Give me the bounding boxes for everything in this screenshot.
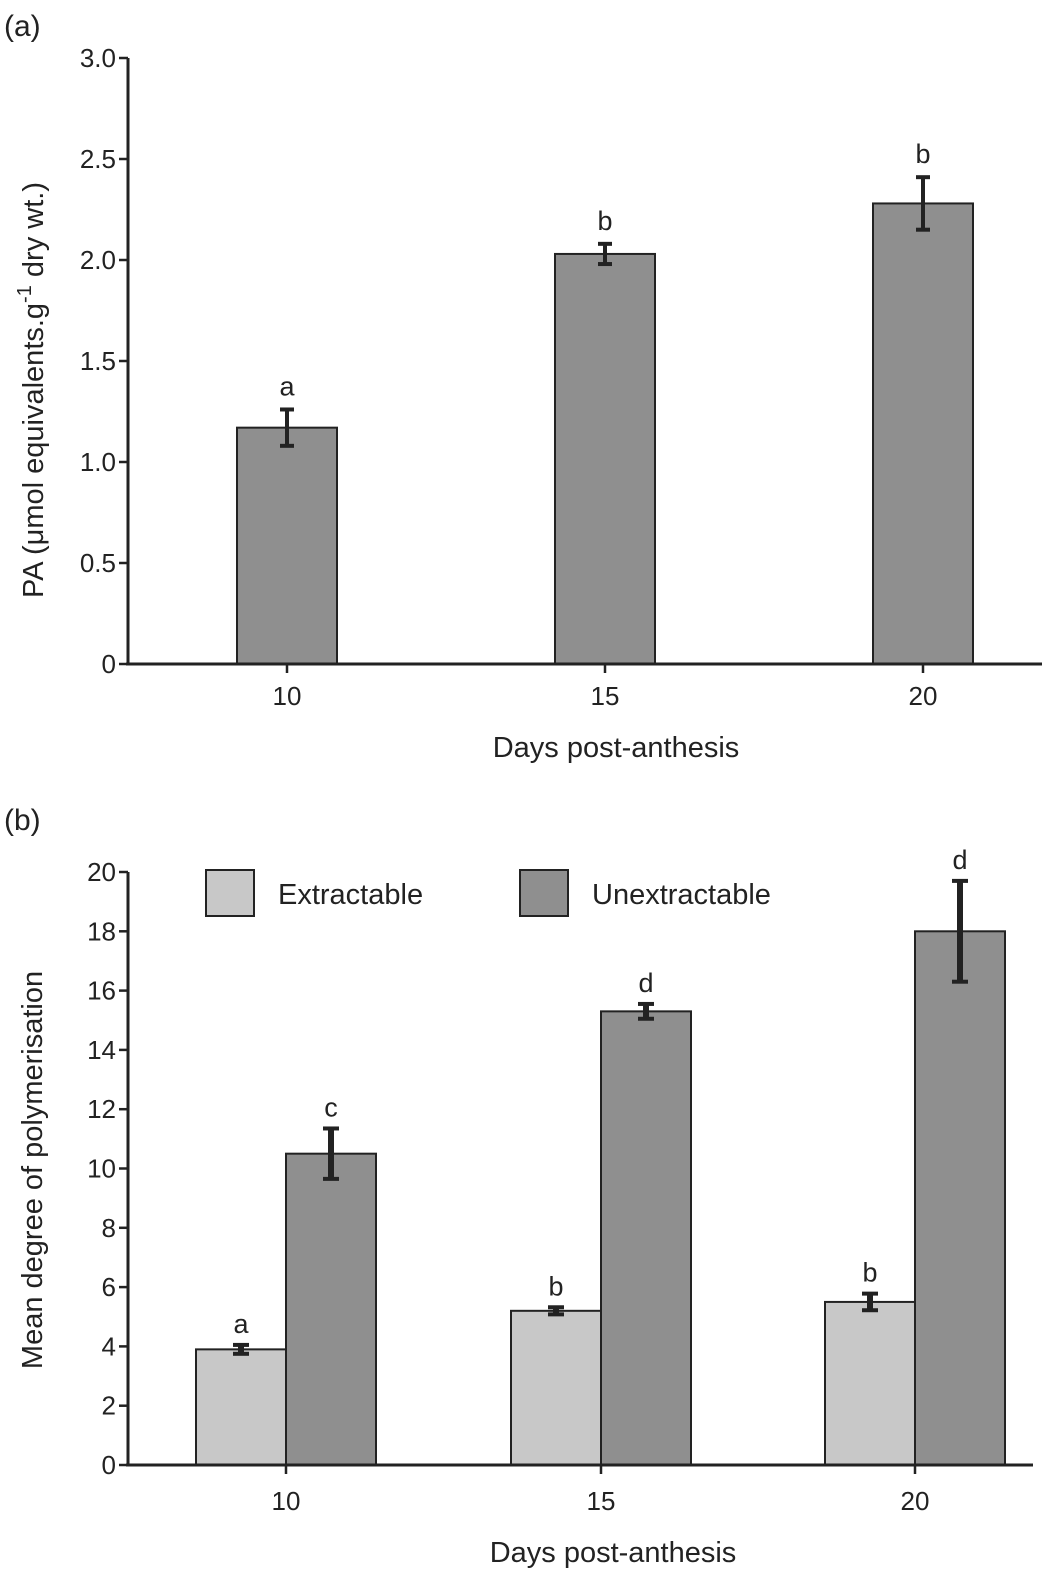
significance-letter: b [597, 206, 612, 236]
x-tick-label: 20 [909, 681, 938, 711]
y-tick-label: 18 [87, 916, 116, 946]
y-tick-label: 12 [87, 1094, 116, 1124]
bar [914, 930, 1006, 1466]
legend-label-extractable: Extractable [278, 879, 423, 911]
y-tick-label: 10 [87, 1154, 116, 1184]
significance-letter: b [548, 1271, 563, 1301]
bar [236, 426, 338, 665]
bar [600, 1010, 692, 1466]
bar [824, 1300, 916, 1467]
x-tick-label: 10 [272, 1486, 301, 1516]
x-tick-label: 20 [901, 1486, 930, 1516]
panel-a-x-ticks: 10 15 20 [273, 664, 938, 711]
legend-label-unextractable: Unextractable [592, 879, 771, 911]
panel-a-x-axis-title: Days post-anthesis [493, 732, 740, 764]
panel-b-error-bars [233, 878, 968, 1356]
y-tick-label: 0 [102, 649, 116, 679]
significance-letter: a [233, 1309, 249, 1339]
bar [195, 1348, 287, 1466]
y-tick-label: 14 [87, 1035, 116, 1065]
y-tick-label: 8 [102, 1213, 116, 1243]
legend-swatch-unextractable [519, 869, 569, 917]
x-tick-label: 15 [587, 1486, 616, 1516]
panel-b-x-axis-title: Days post-anthesis [490, 1537, 737, 1569]
y-tick-label: 20 [87, 857, 116, 887]
significance-letter: b [915, 139, 930, 169]
panel-b-y-ticks: 0 2 4 6 8 10 12 14 16 18 20 [87, 857, 128, 1480]
panel-a-error-bars [280, 175, 930, 448]
significance-letter: d [952, 845, 967, 875]
panel-a-significance-letters: a b b [279, 139, 930, 401]
panel-b-x-ticks: 10 15 20 [272, 1465, 930, 1516]
panel-b-bars [195, 930, 1006, 1467]
panel-b-legend: Extractable Unextractable [205, 869, 771, 917]
y-tick-label: 4 [102, 1331, 116, 1361]
bar [872, 202, 974, 665]
y-tick-label: 1.5 [80, 346, 116, 376]
y-tick-label: 2.5 [80, 144, 116, 174]
x-tick-label: 15 [591, 681, 620, 711]
y-tick-label: 2.0 [80, 245, 116, 275]
significance-letter: d [638, 968, 653, 998]
bar [554, 252, 656, 665]
y-tick-label: 0.5 [80, 548, 116, 578]
legend-swatch-extractable [205, 869, 255, 917]
y-tick-label: 1.0 [80, 447, 116, 477]
bar [510, 1309, 602, 1466]
x-tick-label: 10 [273, 681, 302, 711]
panel-a-bars [236, 202, 974, 665]
significance-letter: a [279, 371, 295, 401]
panel-a-y-ticks: 0 0.5 1.0 1.5 2.0 2.5 3.0 [80, 43, 128, 679]
panel-a: (a) 0 0.5 1.0 1.5 2.0 2.5 3.0 a b b 10 15 20 Days … [4, 10, 1042, 764]
y-tick-label: 2 [102, 1391, 116, 1421]
y-tick-label: 6 [102, 1272, 116, 1302]
panel-a-y-axis-title: PA (μmol equivalents.g-1 dry wt.) [14, 182, 50, 598]
panel-b: (b) 0 2 4 6 8 10 12 14 16 18 20 a b b c d d 10 15 20 Days… [4, 804, 1033, 1569]
panel-b-y-axis-title: Mean degree of polymerisation [17, 971, 49, 1369]
panel-a-label: (a) [4, 10, 41, 43]
panel-b-significance-letters: a b b c d d [233, 845, 967, 1339]
y-tick-label: 0 [102, 1450, 116, 1480]
y-tick-label: 16 [87, 976, 116, 1006]
panel-b-label: (b) [4, 804, 41, 837]
y-tick-label: 3.0 [80, 43, 116, 73]
bar [285, 1152, 377, 1467]
significance-letter: b [862, 1258, 877, 1288]
significance-letter: c [324, 1092, 338, 1122]
